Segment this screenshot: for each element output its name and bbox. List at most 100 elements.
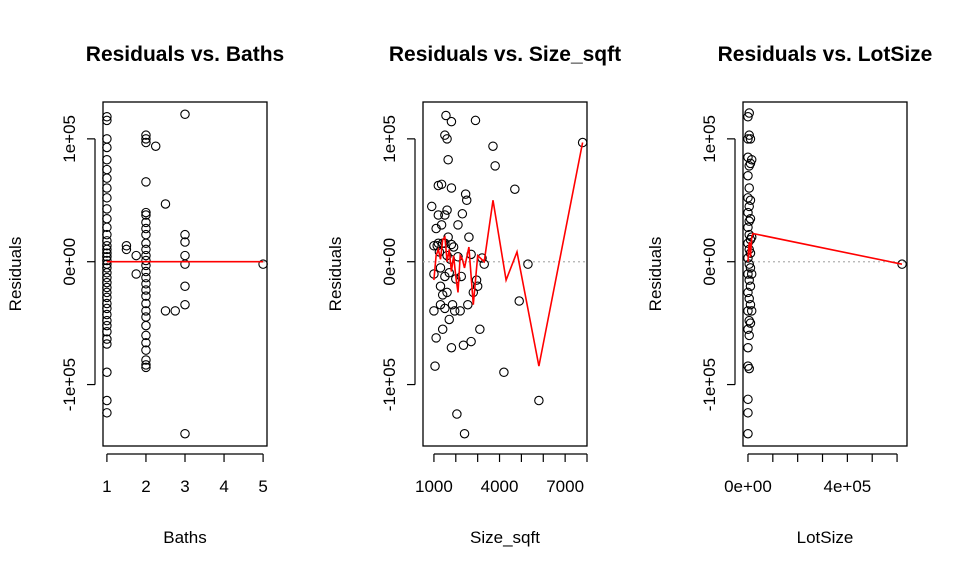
data-point [141, 355, 151, 365]
y-tick-label: -1e+05 [380, 358, 399, 411]
data-point [121, 240, 132, 251]
data-point [745, 281, 756, 292]
chart-panel-1: Residuals vs. Baths 1 2 3 4 5 Baths -1e+05 0e+00… [6, 43, 284, 547]
data-point [141, 312, 151, 322]
data-point [102, 367, 112, 378]
chart-panel-3: Residuals vs. LotSize 0e+00 4e+05 LotSize -1… [646, 43, 932, 547]
data-point [743, 170, 753, 181]
data-point [141, 210, 151, 220]
x-tick-label: 1 [102, 477, 111, 496]
data-point [102, 222, 112, 233]
data-point [745, 263, 756, 273]
y-tick-label: 0e+00 [380, 238, 399, 286]
data-point [440, 303, 450, 314]
data-point [180, 237, 190, 247]
data-point [457, 209, 468, 219]
data-point [744, 275, 754, 285]
data-point [102, 326, 112, 337]
data-point [744, 108, 754, 118]
data-point [102, 142, 112, 153]
plot-frame [422, 101, 588, 447]
data-point [180, 259, 190, 269]
data-point [102, 268, 112, 278]
data-point [442, 134, 452, 144]
data-point [436, 220, 447, 230]
data-point [488, 141, 498, 151]
data-point [180, 229, 190, 240]
data-point [102, 287, 112, 298]
data-point [745, 213, 756, 224]
data-point [514, 296, 524, 306]
data-point [160, 199, 171, 209]
data-point [459, 428, 470, 439]
data-point [102, 248, 112, 258]
data-point [141, 285, 151, 295]
data-point [444, 268, 454, 278]
data-point [141, 345, 151, 355]
chart-title: Residuals vs. LotSize [718, 43, 933, 66]
data-point [745, 299, 756, 310]
smoother-line [747, 232, 903, 265]
data-point [160, 306, 171, 316]
x-tick-label: 5 [258, 477, 267, 496]
data-point [436, 179, 447, 190]
data-point [426, 201, 437, 212]
data-point [141, 244, 151, 255]
y-tick-label: 1e+05 [60, 115, 79, 163]
data-point [102, 229, 112, 240]
data-point [141, 255, 151, 266]
data-point [102, 339, 112, 349]
data-point [433, 210, 444, 220]
data-point [180, 109, 190, 120]
data-point [121, 244, 132, 255]
y-tick-label: 0e+00 [700, 238, 719, 286]
data-point [150, 141, 161, 151]
data-point [443, 154, 453, 165]
data-point [510, 184, 520, 194]
data-point [446, 183, 457, 193]
data-point [744, 315, 754, 326]
data-point [453, 220, 463, 230]
data-point [180, 299, 190, 310]
data-point [743, 408, 753, 418]
data-point [141, 298, 151, 309]
data-point [141, 338, 151, 348]
data-point [463, 299, 473, 310]
data-point [446, 239, 457, 250]
data-point [452, 409, 462, 419]
data-point [141, 250, 151, 261]
data-point [460, 189, 471, 199]
data-point [743, 394, 753, 405]
data-point [744, 293, 754, 304]
data-point [141, 279, 151, 289]
data-point [448, 242, 459, 252]
data-point [141, 134, 151, 144]
y-axis-label: Residuals [646, 237, 665, 312]
data-point [131, 269, 141, 279]
data-point [442, 287, 452, 298]
data-point [499, 367, 509, 378]
data-point [141, 320, 151, 331]
data-point [180, 281, 190, 292]
data-point [141, 330, 151, 341]
data-point [141, 291, 151, 301]
data-point [141, 217, 151, 228]
data-point [744, 216, 754, 226]
data-point [180, 250, 190, 261]
data-point [475, 324, 485, 335]
y-tick-label: -1e+05 [700, 358, 719, 411]
x-tick-label: 7000 [546, 477, 584, 496]
data-point [102, 204, 112, 214]
data-point [470, 115, 481, 126]
data-point [141, 272, 151, 283]
data-point [744, 201, 754, 212]
data-point [170, 306, 180, 316]
data-point [141, 207, 151, 218]
data-point [131, 250, 141, 261]
y-axis-label: Residuals [6, 237, 25, 312]
x-tick-label: 2 [141, 477, 150, 496]
data-point [746, 269, 757, 279]
y-axis-label: Residuals [326, 237, 345, 312]
x-tick-label: 0e+00 [724, 477, 772, 496]
data-point [464, 232, 474, 242]
